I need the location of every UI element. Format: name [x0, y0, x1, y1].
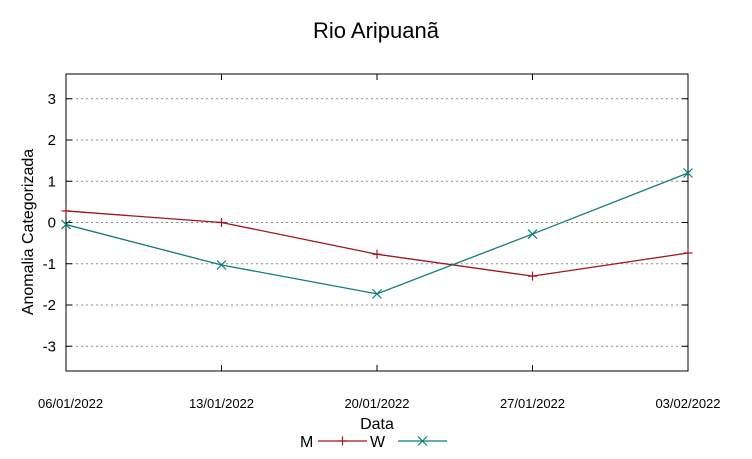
data-point-W [372, 288, 382, 299]
y-tick-label: -1 [43, 256, 56, 273]
chart-title: Rio Aripuanã [313, 18, 440, 43]
data-point-W [683, 168, 693, 178]
series-line-W [65, 172, 689, 295]
data-point-W [216, 260, 227, 270]
y-tick-label: 3 [48, 91, 56, 108]
legend-label-M: M [300, 434, 313, 451]
y-tick-label: -2 [43, 297, 56, 314]
grid [66, 98, 688, 347]
x-tick-label: 13/01/2022 [189, 396, 254, 411]
series-group [61, 168, 693, 299]
x-tick-label: 03/02/2022 [655, 396, 720, 411]
x-tick-label: 20/01/2022 [344, 396, 409, 411]
legend-marker-W [417, 436, 428, 446]
y-axis-label: Anomalia Categorizada [20, 149, 37, 315]
x-axis: 06/01/2022 13/01/2022 20/01/2022 27/01/2022… [38, 74, 721, 411]
series-line-M [65, 210, 689, 277]
data-point-M [372, 249, 382, 259]
data-point-M [217, 218, 226, 227]
legend-label-W: W [370, 434, 386, 451]
y-tick-label: -3 [43, 338, 56, 355]
x-axis-label: Data [360, 416, 394, 433]
data-point-W [61, 219, 71, 230]
data-point-M [683, 248, 693, 258]
y-tick-label: 2 [48, 132, 56, 149]
legend-marker-M [338, 436, 347, 446]
y-axis: 3 2 1 0 -1 -2 -3 [43, 91, 688, 355]
data-point-M [61, 206, 71, 216]
y-tick-label: 1 [48, 173, 56, 190]
data-point-M [528, 271, 537, 281]
x-tick-label: 27/01/2022 [500, 396, 565, 411]
x-tick-label: 06/01/2022 [38, 396, 103, 411]
data-point-W [527, 229, 538, 239]
y-tick-label: 0 [48, 215, 56, 232]
